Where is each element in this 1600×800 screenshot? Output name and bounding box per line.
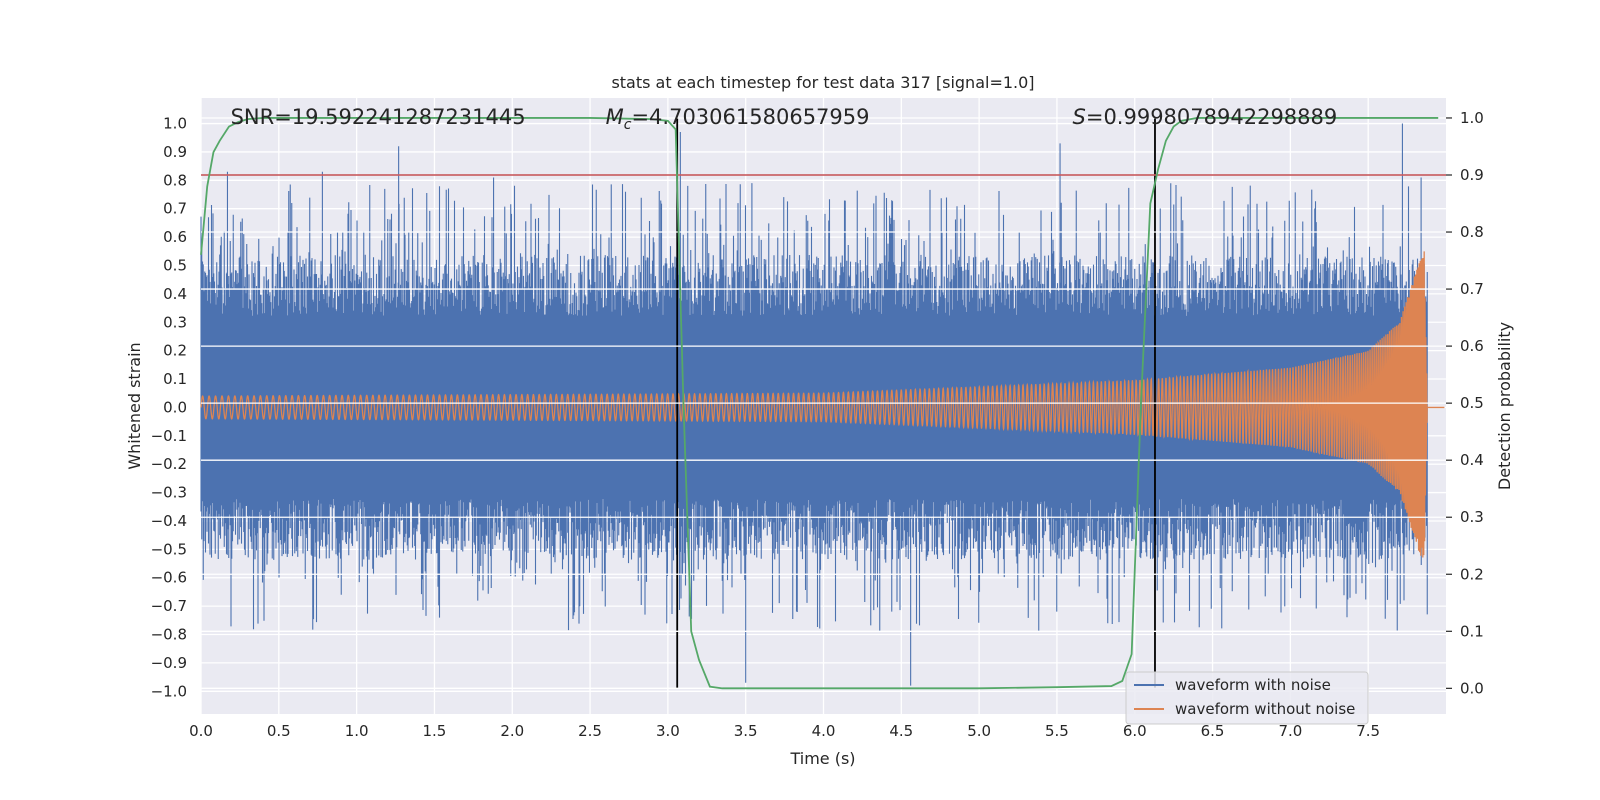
y-right-tick-label: 0.7 [1460, 280, 1484, 298]
y-axis-left-title: Whitened strain [125, 342, 144, 469]
chart-title: stats at each timestep for test data 317… [611, 73, 1034, 92]
annotation-symbol: M [606, 105, 624, 129]
legend-box [1125, 671, 1369, 725]
y-left-tick-label: −0.1 [151, 427, 187, 445]
y-left-tick-label: 0.3 [163, 313, 187, 331]
y-right-tick-label: 0.4 [1460, 451, 1484, 469]
x-tick-label: 1.5 [423, 722, 447, 740]
annotation-0: SNR=19.592241287231445 [231, 105, 526, 129]
y-left-tick-label: 0.1 [163, 370, 187, 388]
y-left-tick-label: 0.4 [163, 285, 187, 303]
y-right-tick-label: 1.0 [1460, 109, 1484, 127]
x-tick-label: 7.5 [1356, 722, 1380, 740]
y-left-tick-label: −0.5 [151, 540, 187, 558]
y-left-tick-label: −0.9 [151, 654, 187, 672]
x-tick-label: 3.0 [656, 722, 680, 740]
x-axis-title: Time (s) [789, 749, 855, 768]
series-detection-probability [200, 117, 1439, 690]
x-tick-label: 6.0 [1123, 722, 1147, 740]
y-left-tick-label: −0.3 [151, 484, 187, 502]
probability-line [200, 117, 1439, 690]
legend: waveform with noise waveform without noi… [1125, 671, 1369, 725]
y-right-tick-label: 0.2 [1460, 565, 1484, 583]
x-tick-label: 5.0 [967, 722, 991, 740]
y-right-tick-label: 0.6 [1460, 337, 1484, 355]
legend-label-waveform-with-noise: waveform with noise [1175, 676, 1331, 694]
y-right-tick-label: 0.9 [1460, 166, 1484, 184]
y-left-tick-label: −0.8 [151, 626, 187, 644]
annotation-value: =4.703061580657959 [631, 105, 869, 129]
y-left-tick-label: 0.6 [163, 228, 187, 246]
x-tick-label: 0.0 [189, 722, 213, 740]
x-tick-label: 3.5 [734, 722, 758, 740]
clean-chirp [200, 251, 1445, 558]
annotation-value: =0.9998078942298889 [1086, 105, 1337, 129]
y-right-tick-label: 0.0 [1460, 679, 1484, 697]
x-tick-label: 1.0 [345, 722, 369, 740]
series-waveform-without-noise [200, 251, 1445, 558]
annotation-1: Mc=4.703061580657959 [606, 105, 870, 133]
annotations: SNR=19.592241287231445 Mc=4.7030615806579… [231, 105, 1338, 133]
y-left-tick-label: 1.0 [163, 115, 187, 133]
x-tick-label: 2.5 [578, 722, 602, 740]
y-right-tick-label: 0.8 [1460, 223, 1484, 241]
y-left-tick-label: −0.6 [151, 569, 187, 587]
y-left-tick-label: 0.0 [163, 398, 187, 416]
y-left-tick-label: 0.8 [163, 171, 187, 189]
x-tick-label: 4.5 [889, 722, 913, 740]
x-tick-label: 2.0 [500, 722, 524, 740]
y-right-tick-label: 0.5 [1460, 394, 1484, 412]
y-left-tick-label: 0.7 [163, 200, 187, 218]
annotation-symbol: S [1073, 105, 1086, 129]
y-left-tick-label: 0.2 [163, 342, 187, 360]
y-right-tick-label: 0.3 [1460, 508, 1484, 526]
legend-label-waveform-without-noise: waveform without noise [1175, 700, 1355, 718]
x-tick-label: 6.5 [1201, 722, 1225, 740]
y-left-tick-label: 0.9 [163, 143, 187, 161]
annotation-subscript: c [624, 117, 632, 133]
y-left-tick-label: −1.0 [151, 682, 187, 700]
axis-ticks: 0.0 0.5 1.0 1.5 2.0 2.5 3.0 3.5 4.0 4.5 5.0 5.5 6.0 6… [151, 109, 1484, 740]
y-left-tick-label: −0.7 [151, 597, 187, 615]
y-axis-right-title: Detection probability [1495, 322, 1514, 490]
y-right-tick-label: 0.1 [1460, 622, 1484, 640]
y-left-tick-label: −0.4 [151, 512, 187, 530]
y-left-tick-label: 0.5 [163, 256, 187, 274]
annotation-2: S=0.9998078942298889 [1073, 105, 1338, 129]
y-left-tick-label: −0.2 [151, 455, 187, 473]
x-tick-label: 5.5 [1045, 722, 1069, 740]
x-tick-label: 4.0 [812, 722, 836, 740]
x-tick-label: 0.5 [267, 722, 291, 740]
x-tick-label: 7.0 [1278, 722, 1302, 740]
